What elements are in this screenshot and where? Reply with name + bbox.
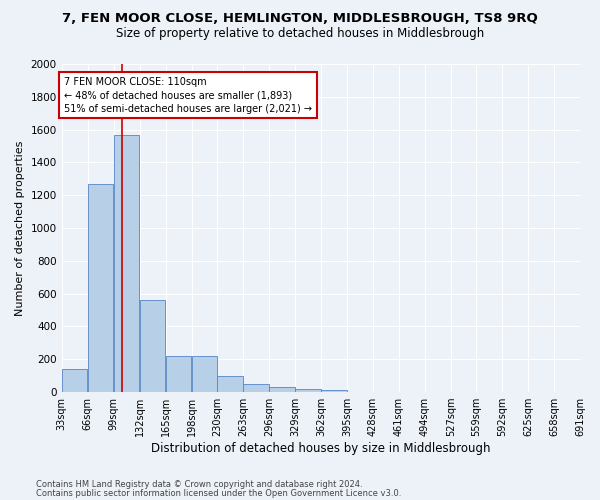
Y-axis label: Number of detached properties: Number of detached properties [15, 140, 25, 316]
Bar [140, 300, 166, 392]
Bar [192, 356, 217, 392]
Bar [217, 376, 242, 392]
Bar [114, 134, 139, 392]
Bar [88, 184, 113, 392]
Bar [62, 369, 88, 392]
Bar [321, 390, 347, 392]
Bar [269, 387, 295, 392]
Text: Contains HM Land Registry data © Crown copyright and database right 2024.: Contains HM Land Registry data © Crown c… [36, 480, 362, 489]
Text: 7, FEN MOOR CLOSE, HEMLINGTON, MIDDLESBROUGH, TS8 9RQ: 7, FEN MOOR CLOSE, HEMLINGTON, MIDDLESBR… [62, 12, 538, 26]
Bar [243, 384, 269, 392]
Text: 7 FEN MOOR CLOSE: 110sqm
← 48% of detached houses are smaller (1,893)
51% of sem: 7 FEN MOOR CLOSE: 110sqm ← 48% of detach… [64, 77, 312, 114]
Text: Contains public sector information licensed under the Open Government Licence v3: Contains public sector information licen… [36, 489, 401, 498]
Bar [166, 356, 191, 392]
Text: Size of property relative to detached houses in Middlesbrough: Size of property relative to detached ho… [116, 28, 484, 40]
X-axis label: Distribution of detached houses by size in Middlesbrough: Distribution of detached houses by size … [151, 442, 491, 455]
Bar [295, 389, 320, 392]
